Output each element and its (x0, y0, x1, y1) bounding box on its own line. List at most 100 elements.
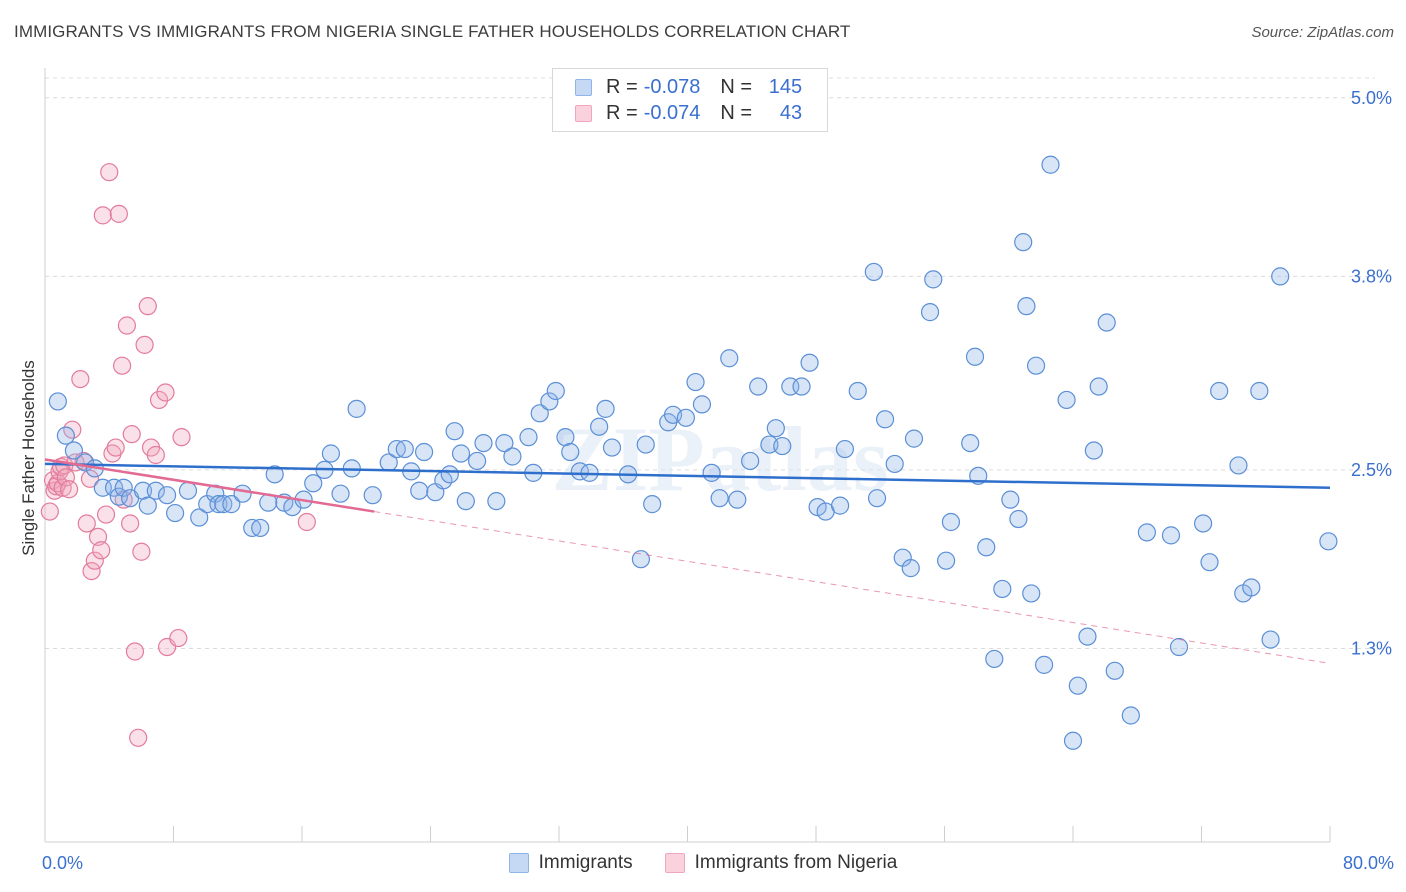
data-point-immigrants (1105, 661, 1124, 680)
trend-line-immigrants (44, 462, 1331, 489)
data-point-immigrants (901, 559, 920, 578)
data-point-immigrants (773, 436, 792, 456)
legend-n-value: 43 (779, 101, 803, 124)
data-point-immigrants (519, 428, 538, 447)
data-point-immigrants (546, 381, 565, 401)
data-point-immigrants (561, 442, 580, 462)
data-point-immigrants (347, 399, 366, 418)
legend-label-nigeria: Immigrants from Nigeria (694, 852, 898, 873)
data-point-immigrants (596, 399, 615, 418)
data-point-immigrants (961, 433, 980, 453)
data-point-nigeria (129, 728, 148, 747)
data-point-immigrants (749, 377, 768, 396)
trend-extension-nigeria (374, 511, 1331, 664)
data-point-immigrants (251, 518, 270, 538)
data-point-nigeria (40, 502, 59, 521)
data-point-nigeria (112, 356, 132, 375)
data-point-immigrants (993, 579, 1012, 599)
data-point-immigrants (1137, 523, 1156, 542)
legend-item-nigeria: Immigrants from Nigeria (664, 852, 898, 874)
data-point-immigrants (920, 303, 940, 322)
data-point-immigrants (363, 486, 382, 505)
trend-line-nigeria (44, 458, 375, 513)
x-tick-label: 0.0% (42, 853, 83, 873)
data-point-nigeria (106, 438, 125, 457)
data-point-immigrants (1017, 297, 1036, 316)
y-tick-label: 1.3% (1351, 639, 1392, 659)
data-point-immigrants (48, 392, 67, 411)
data-point-immigrants (1063, 731, 1083, 750)
y-tick-label: 5.0% (1351, 88, 1392, 108)
data-point-nigeria (93, 206, 112, 225)
legend-n-label: N = (720, 75, 753, 98)
data-point-immigrants (104, 478, 124, 497)
data-point-immigrants (530, 404, 549, 423)
data-point-immigrants (222, 495, 241, 514)
data-point-immigrants (209, 495, 228, 514)
axes (44, 68, 1331, 843)
data-point-immigrants (487, 492, 506, 511)
data-point-immigrants (686, 372, 705, 392)
data-point-immigrants (445, 422, 464, 441)
data-point-immigrants (440, 465, 459, 484)
data-point-immigrants (728, 490, 747, 509)
data-point-nigeria (85, 551, 104, 570)
data-point-immigrants (710, 489, 729, 508)
data-point-immigrants (864, 262, 883, 282)
data-point-immigrants (56, 426, 75, 445)
y-tick-label: 3.8% (1351, 266, 1392, 286)
data-point-immigrants (1034, 655, 1054, 674)
legend-r-label: R = (606, 75, 638, 98)
y-axis-label: Single Father Households (19, 360, 38, 556)
data-point-immigrants (64, 441, 84, 460)
data-point-nigeria (71, 369, 90, 389)
data-point-immigrants (602, 438, 622, 457)
data-point-immigrants (1261, 630, 1280, 649)
data-point-immigrants (1078, 627, 1097, 646)
data-point-immigrants (792, 377, 811, 396)
data-point-nigeria (82, 561, 101, 581)
data-point-immigrants (1026, 356, 1046, 375)
data-point-nigeria (117, 316, 137, 335)
legend-r-label: R = (606, 101, 638, 124)
legend-item-immigrants: Immigrants (508, 852, 633, 874)
data-point-immigrants (1089, 377, 1108, 396)
data-point-nigeria (96, 505, 116, 524)
data-point-immigrants (395, 439, 414, 459)
data-point-immigrants (1121, 706, 1140, 725)
legend-label-immigrants: Immigrants (538, 852, 633, 873)
data-point-nigeria (80, 469, 100, 488)
data-point-nigeria (100, 163, 119, 182)
data-point-immigrants (643, 495, 662, 514)
chart-title: IMMIGRANTS VS IMMIGRANTS FROM NIGERIA SI… (14, 22, 851, 41)
data-point-nigeria (53, 478, 72, 497)
legend-swatch-nigeria (575, 104, 592, 122)
data-point-immigrants (1271, 267, 1290, 286)
data-point-immigrants (265, 465, 284, 484)
data-point-nigeria (146, 445, 165, 465)
data-point-immigrants (233, 484, 252, 503)
data-point-immigrants (1084, 441, 1103, 460)
correlation-legend: R = -0.078 N = 145 R = -0.074 N = 43 (552, 68, 828, 132)
legend-n-value: 145 (768, 75, 803, 98)
data-point-immigrants (692, 395, 712, 414)
data-point-immigrants (1169, 637, 1189, 657)
data-point-immigrants (1057, 390, 1076, 410)
data-point-immigrants (178, 481, 198, 500)
data-point-immigrants (867, 489, 887, 508)
data-point-nigeria (132, 542, 151, 561)
x-tick-label: 80.0% (1343, 853, 1394, 873)
legend-swatch-immigrants (575, 78, 592, 96)
data-point-nigeria (138, 297, 157, 316)
data-point-immigrants (474, 433, 493, 453)
data-point-immigrants (456, 492, 475, 511)
data-point-immigrants (937, 551, 956, 570)
data-point-immigrants (965, 347, 985, 366)
data-point-nigeria (59, 480, 79, 499)
data-point-immigrants (1242, 578, 1261, 597)
data-point-immigrants (1210, 381, 1229, 401)
data-point-immigrants (331, 484, 350, 503)
data-point-nigeria (122, 425, 141, 444)
data-point-immigrants (676, 408, 695, 427)
